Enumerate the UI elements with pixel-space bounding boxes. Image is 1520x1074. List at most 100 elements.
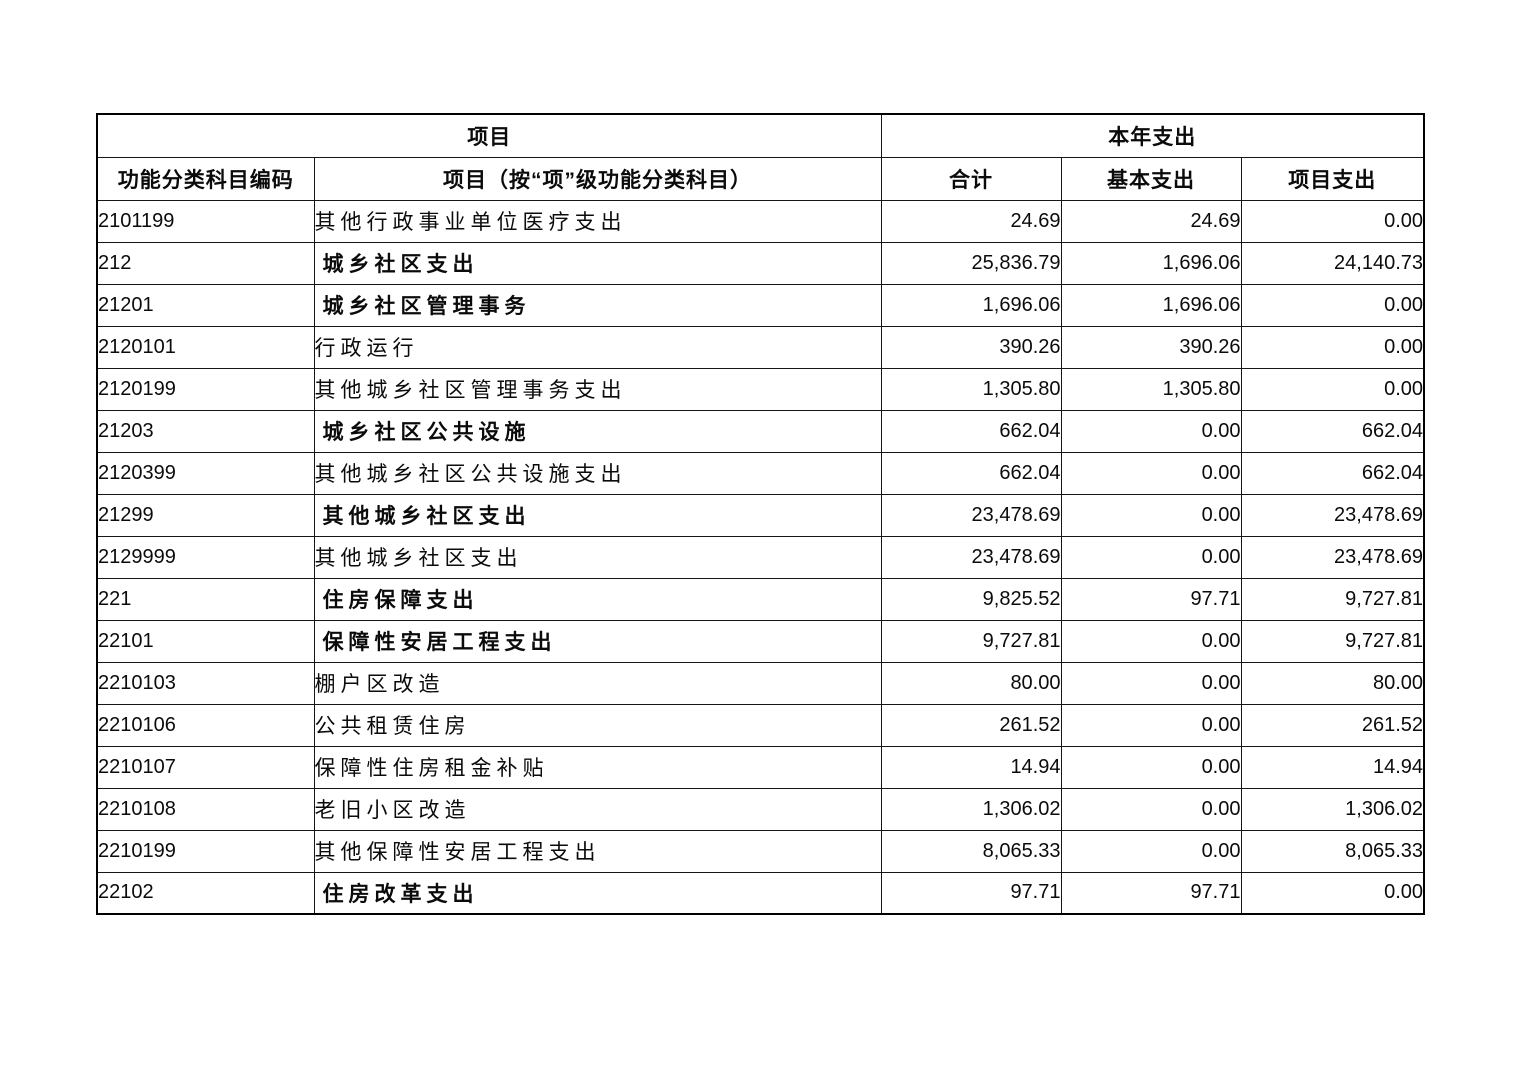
code-cell: 2210108 [96,787,315,831]
total-cell: 662.04 [880,409,1062,453]
basic-expense-cell: 0.00 [1060,619,1242,663]
basic-expense-cell: 0.00 [1060,661,1242,705]
table-row: 2210106 公共租赁住房 261.52 0.00 261.52 [96,703,1425,747]
basic-expense-cell: 1,305.80 [1060,367,1242,411]
project-expense-cell: 23,478.69 [1240,535,1425,579]
table-row: 2120101 行政运行 390.26 390.26 0.00 [96,325,1425,369]
item-name-cell: 其他行政事业单位医疗支出 [313,199,882,243]
item-name-cell: 住房改革支出 [313,871,882,915]
basic-expense-cell: 0.00 [1060,535,1242,579]
project-expense-cell: 0.00 [1240,283,1425,327]
total-cell: 23,478.69 [880,493,1062,537]
table-row: 2129999 其他城乡社区支出 23,478.69 0.00 23,478.69 [96,535,1425,579]
basic-expense-cell: 1,696.06 [1060,241,1242,285]
code-cell: 2120199 [96,367,315,411]
item-name-cell: 保障性住房租金补贴 [313,745,882,789]
project-expense-cell: 1,306.02 [1240,787,1425,831]
basic-expense-cell: 0.00 [1060,787,1242,831]
project-expense-cell: 8,065.33 [1240,829,1425,873]
basic-expense-cell: 97.71 [1060,871,1242,915]
item-name-cell: 其他城乡社区公共设施支出 [313,451,882,495]
table-body: 2101199 其他行政事业单位医疗支出 24.69 24.69 0.00 212 城乡社区… [96,199,1425,915]
total-cell: 9,727.81 [880,619,1062,663]
item-name-cell: 棚户区改造 [313,661,882,705]
table-row: 221 住房保障支出 9,825.52 97.71 9,727.81 [96,577,1425,621]
basic-expense-cell: 1,696.06 [1060,283,1242,327]
basic-expense-cell: 390.26 [1060,325,1242,369]
project-expense-cell: 0.00 [1240,199,1425,243]
table-row: 2210199 其他保障性安居工程支出 8,065.33 0.00 8,065.33 [96,829,1425,873]
header-project-expense-column: 项目支出 [1240,156,1425,201]
table-row: 21201 城乡社区管理事务 1,696.06 1,696.06 0.00 [96,283,1425,327]
table-row: 21203 城乡社区公共设施 662.04 0.00 662.04 [96,409,1425,453]
item-name-cell: 行政运行 [313,325,882,369]
table-row: 2210103 棚户区改造 80.00 0.00 80.00 [96,661,1425,705]
item-name-cell: 老旧小区改造 [313,787,882,831]
code-cell: 21201 [96,283,315,327]
item-name-cell: 其他城乡社区管理事务支出 [313,367,882,411]
basic-expense-cell: 24.69 [1060,199,1242,243]
table-row: 21299 其他城乡社区支出 23,478.69 0.00 23,478.69 [96,493,1425,537]
code-cell: 2210106 [96,703,315,747]
table-row: 2210107 保障性住房租金补贴 14.94 0.00 14.94 [96,745,1425,789]
code-cell: 2129999 [96,535,315,579]
header-year-expense-group: 本年支出 [880,113,1425,158]
total-cell: 80.00 [880,661,1062,705]
code-cell: 2101199 [96,199,315,243]
project-expense-cell: 261.52 [1240,703,1425,747]
total-cell: 1,306.02 [880,787,1062,831]
total-cell: 1,696.06 [880,283,1062,327]
basic-expense-cell: 0.00 [1060,703,1242,747]
table-row: 22102 住房改革支出 97.71 97.71 0.00 [96,871,1425,915]
project-expense-cell: 662.04 [1240,451,1425,495]
basic-expense-cell: 97.71 [1060,577,1242,621]
item-name-cell: 其他城乡社区支出 [313,535,882,579]
code-cell: 21203 [96,409,315,453]
project-expense-cell: 24,140.73 [1240,241,1425,285]
project-expense-cell: 662.04 [1240,409,1425,453]
item-name-cell: 公共租赁住房 [313,703,882,747]
total-cell: 9,825.52 [880,577,1062,621]
code-cell: 221 [96,577,315,621]
basic-expense-cell: 0.00 [1060,493,1242,537]
header-item-column: 项目（按“项”级功能分类科目） [313,156,882,201]
project-expense-cell: 0.00 [1240,367,1425,411]
total-cell: 261.52 [880,703,1062,747]
basic-expense-cell: 0.00 [1060,745,1242,789]
code-cell: 22102 [96,871,315,915]
header-code-column: 功能分类科目编码 [96,156,315,201]
total-cell: 662.04 [880,451,1062,495]
total-cell: 25,836.79 [880,241,1062,285]
project-expense-cell: 23,478.69 [1240,493,1425,537]
table-row: 2210108 老旧小区改造 1,306.02 0.00 1,306.02 [96,787,1425,831]
project-expense-cell: 0.00 [1240,871,1425,915]
total-cell: 8,065.33 [880,829,1062,873]
item-name-cell: 保障性安居工程支出 [313,619,882,663]
basic-expense-cell: 0.00 [1060,409,1242,453]
total-cell: 97.71 [880,871,1062,915]
project-expense-cell: 9,727.81 [1240,577,1425,621]
code-cell: 2120101 [96,325,315,369]
total-cell: 1,305.80 [880,367,1062,411]
table-header: 项目 本年支出 功能分类科目编码 项目（按“项”级功能分类科目） 合计 基本支出… [96,113,1425,201]
basic-expense-cell: 0.00 [1060,451,1242,495]
table-row: 2120399 其他城乡社区公共设施支出 662.04 0.00 662.04 [96,451,1425,495]
header-group-row: 项目 本年支出 [96,113,1425,158]
project-expense-cell: 14.94 [1240,745,1425,789]
item-name-cell: 住房保障支出 [313,577,882,621]
table-row: 22101 保障性安居工程支出 9,727.81 0.00 9,727.81 [96,619,1425,663]
item-name-cell: 城乡社区管理事务 [313,283,882,327]
header-basic-expense-column: 基本支出 [1060,156,1242,201]
project-expense-cell: 0.00 [1240,325,1425,369]
code-cell: 2210199 [96,829,315,873]
total-cell: 24.69 [880,199,1062,243]
code-cell: 2210103 [96,661,315,705]
table-row: 2120199 其他城乡社区管理事务支出 1,305.80 1,305.80 0.00 [96,367,1425,411]
document-page: 项目 本年支出 功能分类科目编码 项目（按“项”级功能分类科目） 合计 基本支出… [96,113,1426,915]
item-name-cell: 其他城乡社区支出 [313,493,882,537]
project-expense-cell: 9,727.81 [1240,619,1425,663]
total-cell: 390.26 [880,325,1062,369]
table-row: 2101199 其他行政事业单位医疗支出 24.69 24.69 0.00 [96,199,1425,243]
item-name-cell: 其他保障性安居工程支出 [313,829,882,873]
code-cell: 2210107 [96,745,315,789]
